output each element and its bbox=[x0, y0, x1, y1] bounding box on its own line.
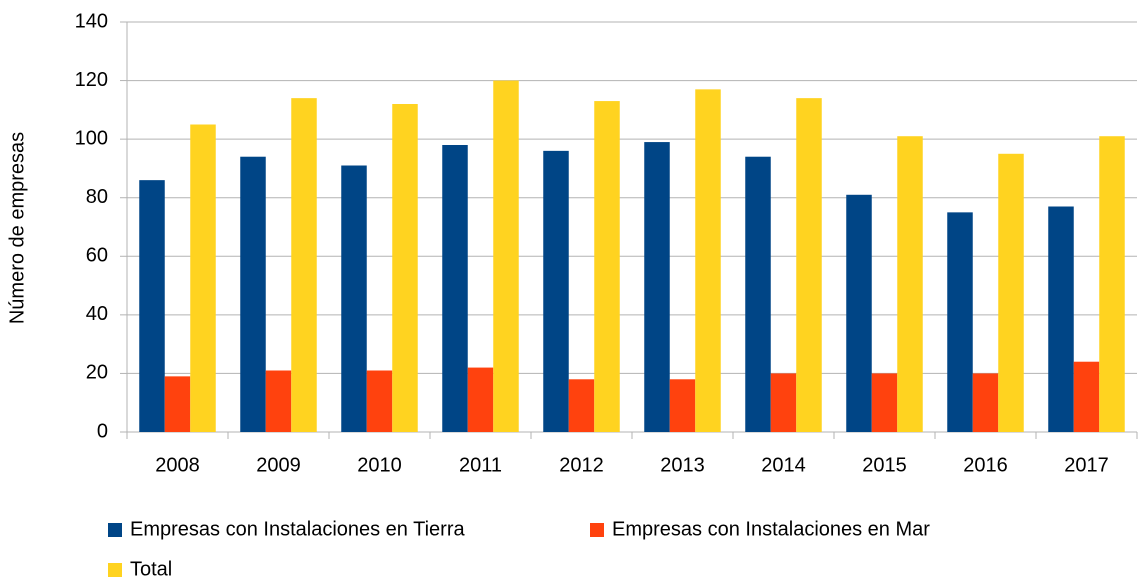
legend-label: Empresas con Instalaciones en Tierra bbox=[130, 518, 465, 540]
bar bbox=[139, 180, 165, 432]
bar bbox=[796, 98, 822, 433]
x-tick-label: 2012 bbox=[559, 454, 604, 476]
y-tick-label: 0 bbox=[97, 420, 108, 442]
bar bbox=[568, 379, 595, 432]
bar bbox=[594, 101, 620, 433]
bar bbox=[392, 104, 418, 432]
x-tick-label: 2011 bbox=[459, 454, 502, 476]
x-tick-label: 2014 bbox=[761, 454, 806, 476]
x-tick-label: 2008 bbox=[155, 454, 200, 476]
bar bbox=[947, 212, 973, 432]
bar bbox=[998, 153, 1024, 433]
y-axis-title: Número de empresas bbox=[6, 132, 28, 324]
bar bbox=[366, 370, 393, 432]
y-tick-label: 40 bbox=[86, 303, 108, 325]
bar bbox=[972, 373, 999, 432]
y-tick-label: 100 bbox=[75, 127, 108, 149]
bar bbox=[493, 80, 519, 433]
bar bbox=[190, 124, 216, 432]
legend-swatch bbox=[590, 523, 604, 537]
y-tick-label: 120 bbox=[75, 69, 108, 91]
x-tick-label: 2017 bbox=[1064, 454, 1109, 476]
x-tick-label: 2016 bbox=[963, 454, 1008, 476]
legend-swatch bbox=[108, 563, 122, 577]
bar bbox=[467, 367, 494, 432]
bar bbox=[644, 142, 670, 433]
bar bbox=[1099, 136, 1125, 432]
legend-swatch bbox=[108, 523, 122, 537]
bar bbox=[1073, 361, 1100, 432]
x-tick-label: 2015 bbox=[862, 454, 907, 476]
bar bbox=[669, 379, 696, 432]
bar bbox=[265, 370, 292, 432]
bar bbox=[745, 156, 771, 432]
bar bbox=[1048, 206, 1074, 432]
bar bbox=[442, 145, 468, 432]
x-tick-label: 2010 bbox=[357, 454, 402, 476]
bar bbox=[164, 376, 191, 432]
y-tick-label: 20 bbox=[86, 362, 108, 384]
legend-label: Empresas con Instalaciones en Mar bbox=[612, 518, 930, 540]
y-tick-label: 80 bbox=[86, 186, 108, 208]
bar bbox=[897, 136, 923, 432]
x-tick-label: 2009 bbox=[256, 454, 301, 476]
bar bbox=[871, 373, 898, 432]
y-tick-label: 60 bbox=[86, 245, 108, 267]
y-tick-label: 140 bbox=[75, 10, 108, 32]
legend-label: Total bbox=[130, 558, 172, 578]
bar bbox=[846, 194, 872, 432]
bar bbox=[770, 373, 797, 432]
bar bbox=[341, 165, 367, 432]
bar bbox=[240, 156, 266, 432]
bar bbox=[695, 89, 721, 432]
x-tick-label: 2013 bbox=[660, 454, 705, 476]
bar bbox=[291, 98, 317, 433]
bar bbox=[543, 150, 569, 432]
